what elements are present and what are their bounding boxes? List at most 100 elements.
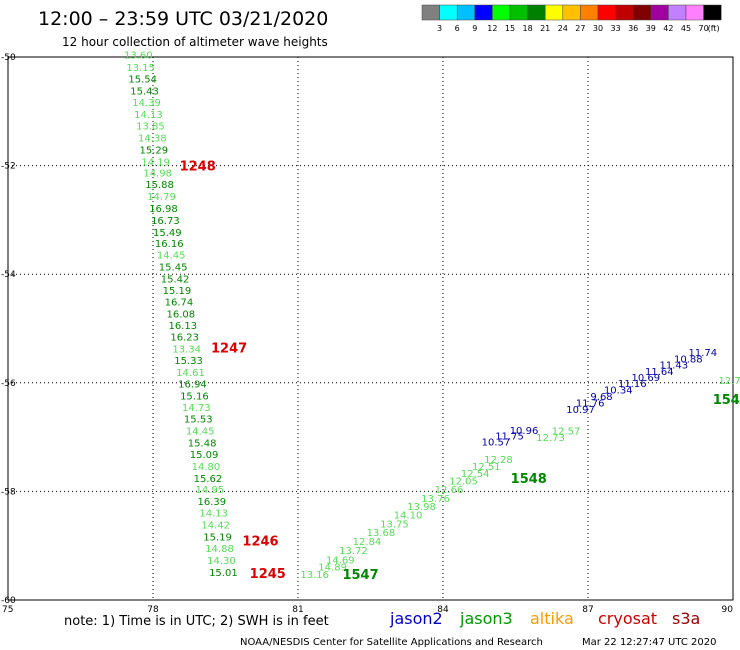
colorbar-swatch xyxy=(703,4,722,21)
wave-height-label: 13.68 xyxy=(367,528,396,539)
wave-height-label: 15.01 xyxy=(209,568,238,579)
pass-number-label: 1248 xyxy=(180,160,216,175)
x-tick-label: 90 xyxy=(722,605,734,615)
colorbar-swatch xyxy=(580,4,599,21)
axis-tick-labels: 75 78 81 84 87 90 -50 -52 -54 -56 -58 -60 xyxy=(1,53,733,615)
colorbar-label: 70 xyxy=(699,24,709,33)
wave-height-label: 14.80 xyxy=(192,462,221,473)
wave-height-label: 13.60 xyxy=(124,50,153,61)
wave-height-label: 11.76 xyxy=(576,398,605,409)
wave-height-colorbar: 3 6 9 12 15 18 21 24 27 30 33 36 39 42 45 70(ft) xyxy=(421,4,722,33)
wave-height-label: 16.73 xyxy=(151,216,180,227)
colorbar-swatch xyxy=(615,4,634,21)
satellite-s3a: s3a xyxy=(672,609,700,628)
wave-height-label: 14.13 xyxy=(134,110,163,121)
colorbar-label: 3 xyxy=(437,24,442,33)
y-tick-label: -58 xyxy=(1,487,16,497)
colorbar-label: 15 xyxy=(505,24,515,33)
colorbar-swatch xyxy=(632,4,652,21)
wave-height-label: 14.95 xyxy=(196,485,225,496)
wave-height-label: 12.84 xyxy=(353,537,382,548)
colorbar-label: 30 xyxy=(593,24,603,33)
wave-height-label: 10.34 xyxy=(604,385,633,396)
satellite-altika: altika xyxy=(530,609,574,628)
colorbar-swatch xyxy=(492,4,511,21)
colorbar-swatch xyxy=(650,4,669,21)
wave-height-label: 14.73 xyxy=(182,403,211,414)
colorbar-swatch xyxy=(456,4,476,21)
colorbar-swatch xyxy=(527,4,546,21)
y-tick-label: -50 xyxy=(1,53,16,63)
plot-frame xyxy=(7,56,734,601)
wave-height-label: 12.05 xyxy=(449,477,478,488)
wave-height-label: 15.62 xyxy=(194,474,223,485)
x-tick-label: 81 xyxy=(292,605,303,615)
colorbar-swatch xyxy=(685,4,704,21)
wave-height-label: 11.75 xyxy=(495,431,524,442)
wave-height-label: 14.38 xyxy=(138,133,167,144)
wave-height-label: 14.42 xyxy=(201,521,230,532)
wave-height-label: 16.39 xyxy=(197,497,226,508)
colorbar-label: 33 xyxy=(611,24,621,33)
y-tick-label: -60 xyxy=(1,596,16,606)
y-tick-label: -52 xyxy=(1,162,16,172)
wave-height-label: 16.23 xyxy=(170,333,199,344)
pass-number-label: 1247 xyxy=(211,342,247,357)
wave-height-label: 14.98 xyxy=(143,169,172,180)
wave-height-label: 15.19 xyxy=(163,286,192,297)
wave-height-label: 15.54 xyxy=(128,75,157,86)
x-tick-label: 84 xyxy=(437,605,449,615)
wave-height-labels: 13.6013.1515.5415.4314.3914.1313.8514.38… xyxy=(124,50,740,583)
wave-height-label: 13.76 xyxy=(421,494,450,505)
wave-height-label: 12.28 xyxy=(484,455,513,466)
wave-height-label: 14.45 xyxy=(186,427,215,438)
wave-height-label: 12.57 xyxy=(552,427,581,438)
wave-height-label: 11.74 xyxy=(689,348,718,359)
colorbar-label: 6 xyxy=(455,24,460,33)
colorbar-label: 12 xyxy=(487,24,497,33)
colorbar-swatch xyxy=(562,4,581,21)
y-tick-label: -56 xyxy=(1,379,16,389)
chart-title: 12:00 – 23:59 UTC 03/21/2020 xyxy=(38,8,328,30)
wave-height-label: 11.43 xyxy=(660,360,689,371)
footer-timestamp: Mar 22 12:27:47 UTC 2020 xyxy=(582,637,717,648)
wave-height-label: 15.43 xyxy=(130,87,159,98)
satellite-jason2: jason2 xyxy=(389,609,443,628)
wave-height-label: 13.72 xyxy=(339,546,368,557)
wave-height-label: 13.15 xyxy=(126,63,155,74)
colorbar-label: 24 xyxy=(558,24,568,33)
wave-height-label: 15.88 xyxy=(145,180,174,191)
wave-height-label: 13.75 xyxy=(380,519,409,530)
wave-height-label: 14.30 xyxy=(207,556,236,567)
colorbar-swatch xyxy=(439,4,458,21)
colorbar-label: 36 xyxy=(628,24,638,33)
wave-height-label: 16.98 xyxy=(149,204,178,215)
wave-height-label: 14.61 xyxy=(176,368,205,379)
wave-height-label: 14.10 xyxy=(394,511,423,522)
wave-height-label: 10.69 xyxy=(632,373,661,384)
colorbar-swatch xyxy=(544,4,564,21)
colorbar-label: 27 xyxy=(575,24,585,33)
x-tick-label: 75 xyxy=(2,605,13,615)
wave-height-label: 14.79 xyxy=(147,192,176,203)
colorbar-swatch xyxy=(509,4,528,21)
wave-height-label: 10.96 xyxy=(510,426,539,437)
y-tick-label: -54 xyxy=(1,270,16,280)
wave-height-label: 14.45 xyxy=(157,251,186,262)
wave-height-label: 9.68 xyxy=(590,392,612,403)
wave-height-label: 12.66 xyxy=(435,485,464,496)
wave-height-label: 14.69 xyxy=(326,555,355,566)
satellite-jason3: jason3 xyxy=(459,609,513,628)
footer-credit: NOAA/NESDIS Center for Satellite Applica… xyxy=(240,637,543,648)
wave-height-label: 13.34 xyxy=(172,345,201,356)
wave-height-label: 16.94 xyxy=(178,379,207,390)
wave-height-label: 16.16 xyxy=(155,239,184,250)
wave-height-label: 16.13 xyxy=(168,321,197,332)
satellite-cryosat: cryosat xyxy=(598,609,657,628)
wave-height-label: 14.88 xyxy=(205,544,234,555)
wave-height-label: 12.51 xyxy=(472,462,501,473)
colorbar-label: 9 xyxy=(472,24,477,33)
wave-height-label: 12.73 xyxy=(536,433,565,444)
wave-height-label: 10.97 xyxy=(566,405,595,416)
